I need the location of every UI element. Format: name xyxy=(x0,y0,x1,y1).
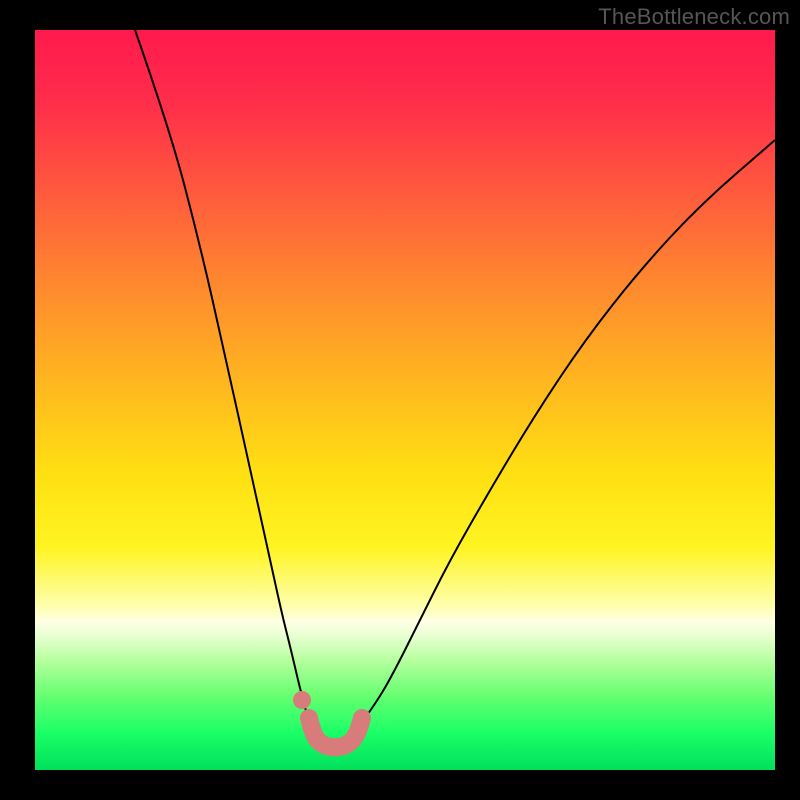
bottleneck-chart xyxy=(0,0,800,800)
highlight-start-dot xyxy=(293,691,311,709)
watermark-text: TheBottleneck.com xyxy=(598,4,790,30)
plot-background xyxy=(35,30,775,770)
chart-container: TheBottleneck.com xyxy=(0,0,800,800)
